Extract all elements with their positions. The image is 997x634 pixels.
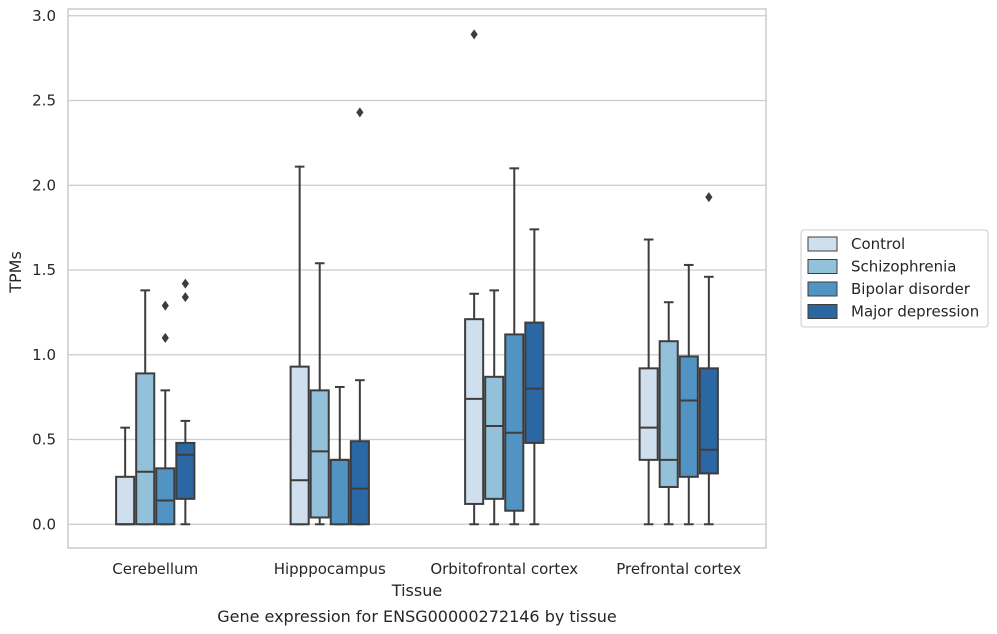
y-tick-label: 2.0 xyxy=(32,176,56,194)
legend-label: Schizophrenia xyxy=(851,258,956,276)
legend-swatch xyxy=(807,281,838,297)
x-tick-label: Orbitofrontal cortex xyxy=(430,560,578,578)
iqr-box xyxy=(175,441,196,500)
outlier-point xyxy=(181,292,189,303)
y-axis-ticks: 0.0 0.5 1.0 1.5 2.0 2.5 3.0 xyxy=(32,7,56,533)
iqr-box xyxy=(329,458,350,526)
box-bipolar-disorder xyxy=(504,167,525,526)
legend-frame xyxy=(800,229,989,328)
legend-label: Major depression xyxy=(851,303,979,321)
y-tick-label: 0.5 xyxy=(32,431,56,449)
iqr-box xyxy=(115,475,136,526)
iqr-box xyxy=(698,367,719,475)
chart-caption: Gene expression for ENSG00000272146 by t… xyxy=(217,607,617,626)
iqr-box xyxy=(658,340,679,488)
box-bipolar-disorder xyxy=(678,263,699,526)
iqr-box xyxy=(524,321,545,444)
y-axis-title: TPMs xyxy=(6,251,25,294)
x-axis-ticks: Cerebellum Hipppocampus Orbitofrontal cort… xyxy=(112,560,741,578)
box-control xyxy=(289,165,310,526)
iqr-box xyxy=(504,333,525,512)
y-tick-label: 2.5 xyxy=(32,92,56,110)
outlier-point xyxy=(161,332,169,343)
box-major-depression xyxy=(349,107,370,526)
iqr-box xyxy=(155,467,176,526)
y-tick-label: 0.0 xyxy=(32,515,56,533)
box-bipolar-disorder xyxy=(155,300,176,526)
x-tick-label: Cerebellum xyxy=(112,560,198,578)
legend: Control Schizophrenia Bipolar disorder Majo… xyxy=(800,229,989,328)
iqr-box xyxy=(464,318,485,505)
outlier-point xyxy=(356,107,364,118)
x-tick-label: Hipppocampus xyxy=(274,560,386,578)
iqr-box xyxy=(309,389,330,519)
box-series xyxy=(115,29,719,526)
y-tick-label: 1.0 xyxy=(32,346,56,364)
box-schizophrenia xyxy=(658,301,679,526)
plot-area-frame xyxy=(67,8,767,549)
y-tick-label: 1.5 xyxy=(32,261,56,279)
outlier-point xyxy=(181,278,189,289)
legend-label: Control xyxy=(851,235,905,253)
box-control xyxy=(464,29,485,526)
iqr-box xyxy=(135,372,156,526)
box-major-depression xyxy=(175,278,196,526)
iqr-box xyxy=(484,375,505,500)
box-control xyxy=(638,238,659,526)
legend-swatch xyxy=(807,236,838,252)
box-bipolar-disorder xyxy=(329,385,350,526)
gridlines xyxy=(68,15,766,525)
box-major-depression xyxy=(698,192,719,526)
legend-swatch xyxy=(807,304,838,319)
x-axis-title: Tissue xyxy=(391,581,442,600)
iqr-box xyxy=(638,367,659,461)
outlier-point xyxy=(161,300,169,311)
legend-swatch xyxy=(807,259,838,274)
outlier-point xyxy=(705,192,713,203)
iqr-box xyxy=(678,355,699,478)
box-schizophrenia xyxy=(309,262,330,526)
legend-label: Bipolar disorder xyxy=(851,280,971,298)
box-major-depression xyxy=(524,228,545,526)
box-schizophrenia xyxy=(135,289,156,526)
iqr-box xyxy=(349,440,370,526)
outlier-point xyxy=(470,29,478,40)
box-schizophrenia xyxy=(484,289,505,526)
box-control xyxy=(115,426,136,526)
iqr-box xyxy=(289,365,310,526)
x-tick-label: Prefrontal cortex xyxy=(616,560,741,578)
y-tick-label: 3.0 xyxy=(32,7,56,25)
